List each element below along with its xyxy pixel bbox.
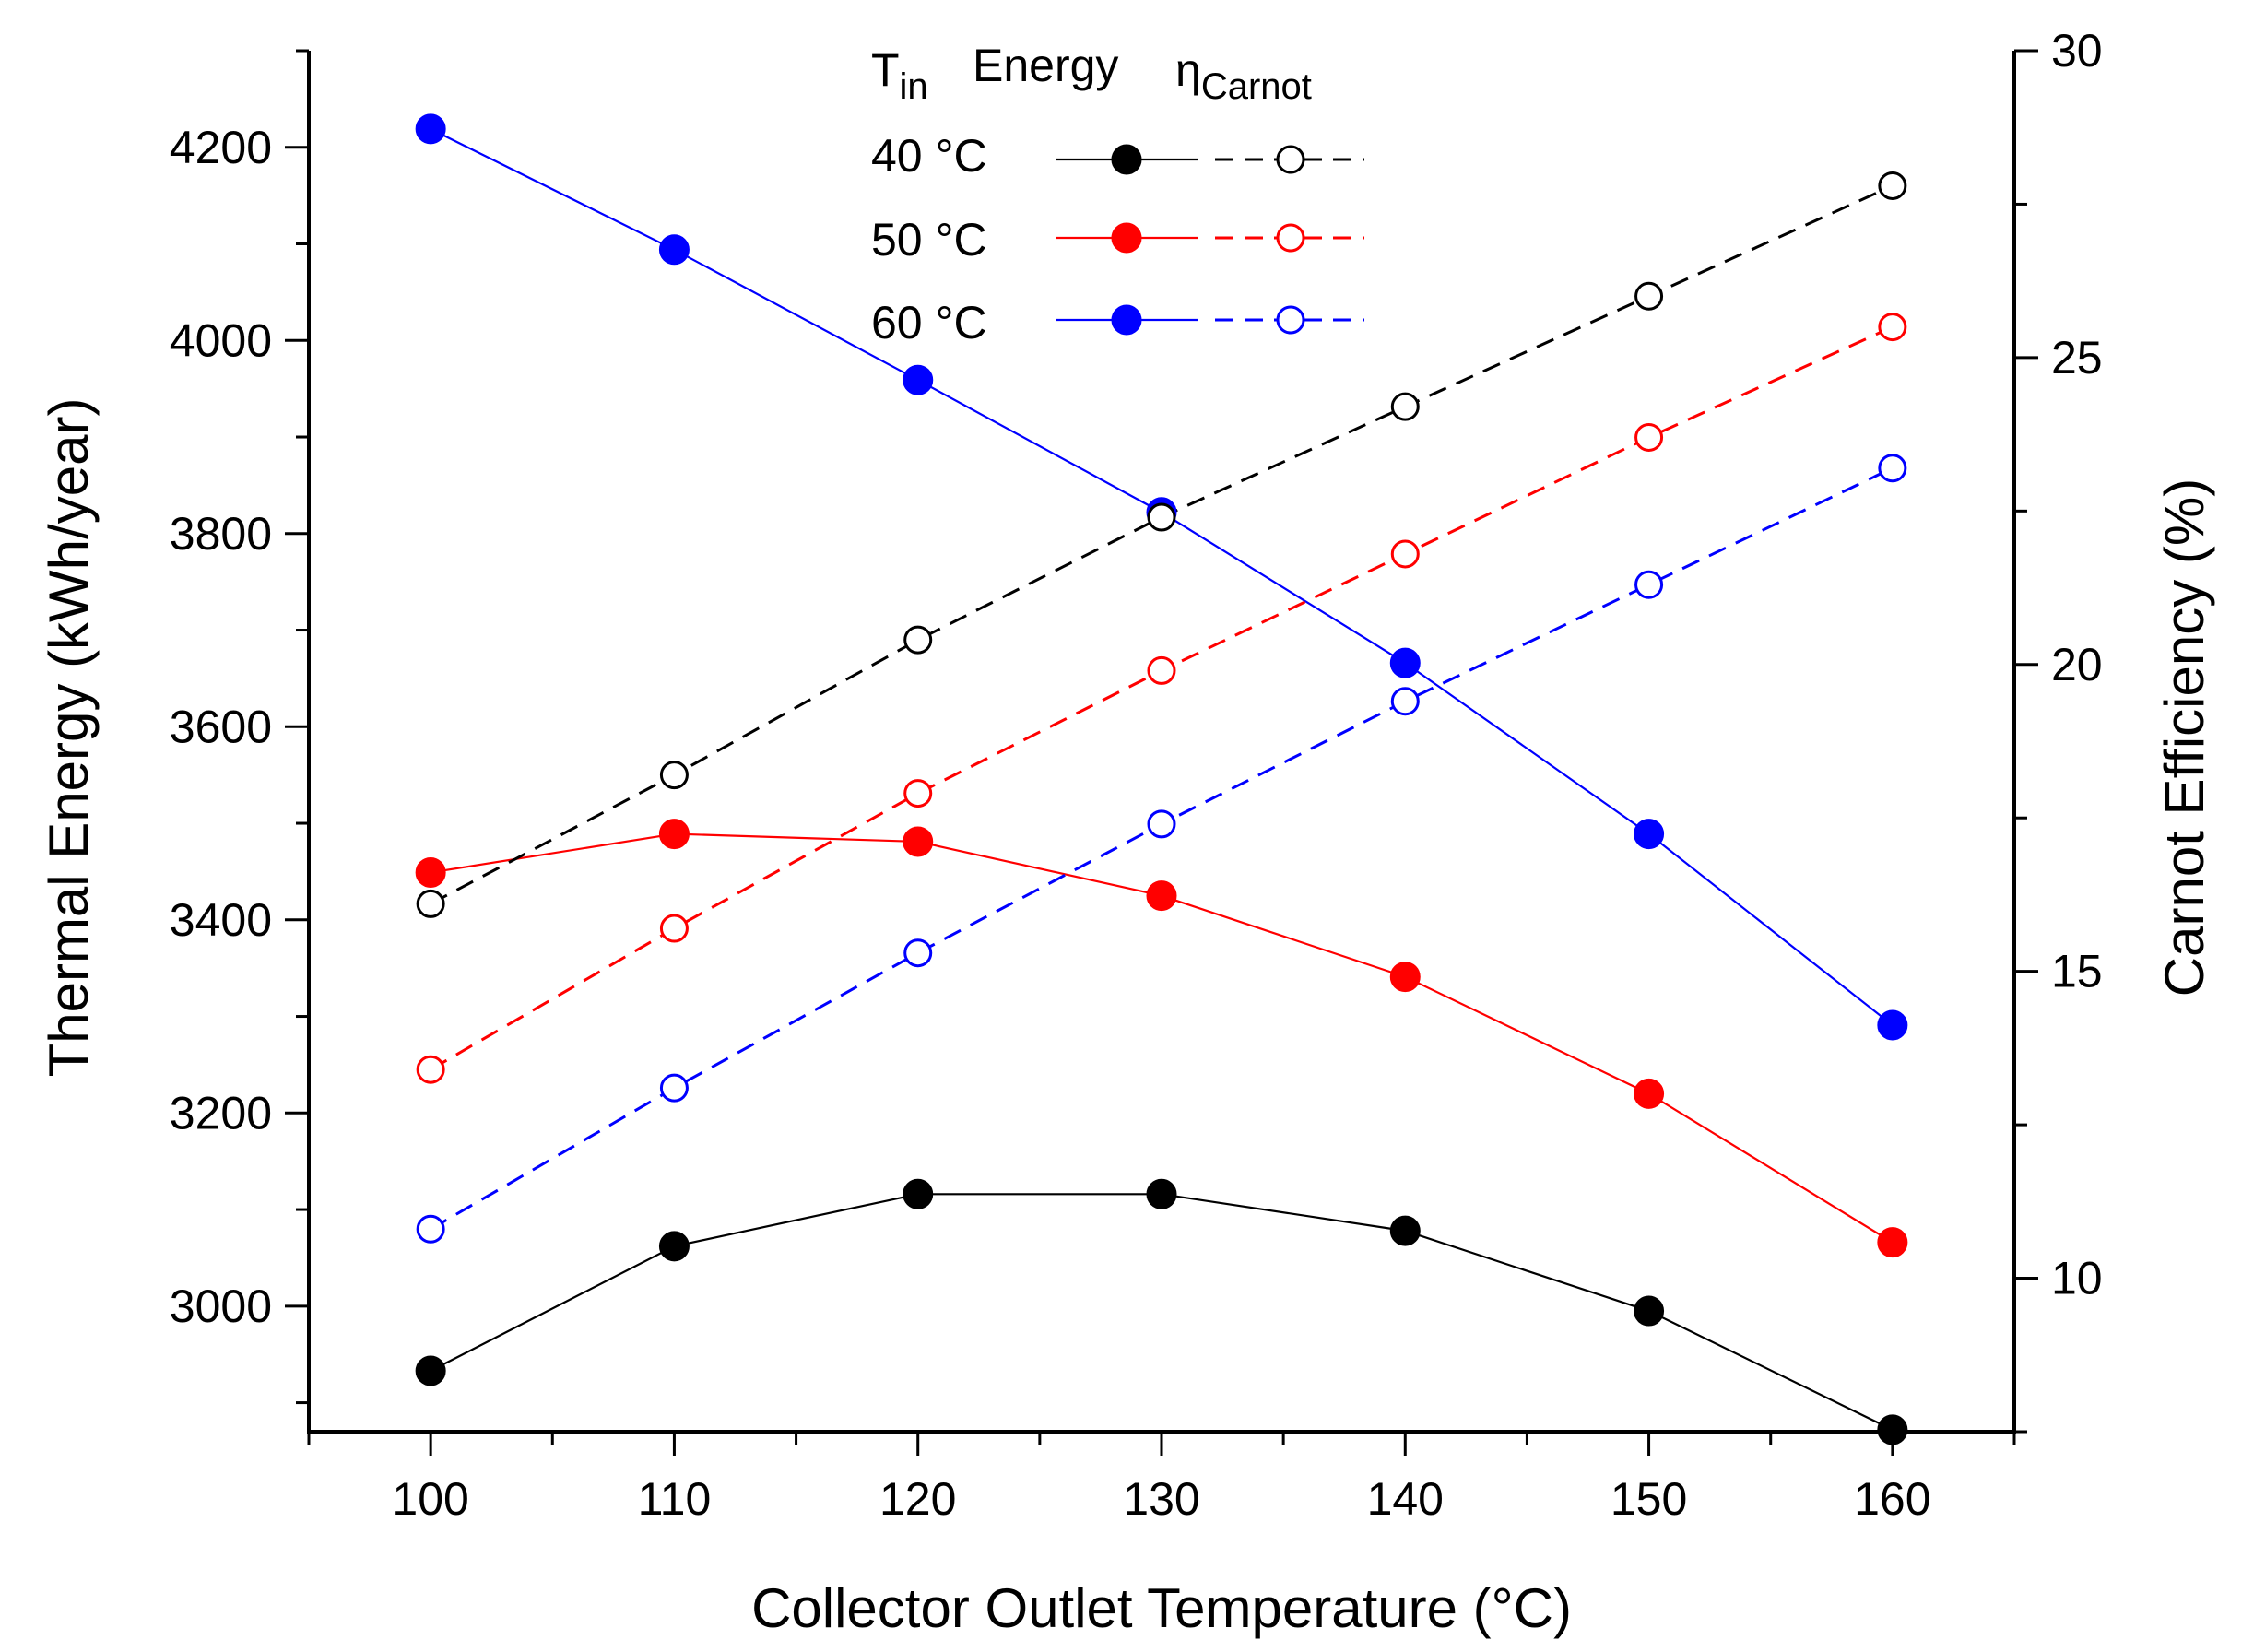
data-point-50-c-carnot <box>1390 539 1420 569</box>
legend-energy-marker <box>1111 144 1142 175</box>
data-point-50-c-carnot <box>1147 655 1176 685</box>
data-point-40-c-carnot <box>659 761 689 790</box>
legend: Tin Energy ηCarnot 40 °C 50 °C 60 °C <box>871 40 1364 348</box>
left-y-tick-label: 3000 <box>170 1280 272 1332</box>
right-y-tick-label: 10 <box>2051 1253 2103 1304</box>
legend-header-eta: ηCarnot <box>1175 44 1312 107</box>
left-y-axis-title: Thermal Energy (kWh/year) <box>38 398 100 1078</box>
data-point-50-c-energy <box>415 856 446 888</box>
legend-marks <box>1056 144 1364 336</box>
data-point-60-c-carnot <box>416 1214 445 1244</box>
legend-energy-marker <box>1111 304 1142 336</box>
data-point-40-c-carnot <box>1147 502 1176 532</box>
x-tick-label: 140 <box>1367 1473 1444 1525</box>
data-point-60-c-carnot <box>1147 809 1176 839</box>
left-y-tick-label: 3600 <box>170 701 272 752</box>
data-point-50-c-energy <box>1146 880 1177 912</box>
data-point-60-c-carnot <box>659 1073 689 1103</box>
legend-carnot-marker <box>1276 305 1305 335</box>
legend-header-energy: Energy <box>973 40 1118 91</box>
legend-carnot-marker <box>1276 145 1305 174</box>
left-y-tick-label: 3200 <box>170 1087 272 1139</box>
left-y-tick-label: 4200 <box>170 122 272 173</box>
x-tick-label: 110 <box>638 1473 712 1525</box>
data-point-40-c-energy <box>658 1231 690 1262</box>
data-point-40-c-energy <box>903 1178 934 1210</box>
legend-energy-marker <box>1111 222 1142 254</box>
data-point-60-c-energy <box>1389 647 1421 678</box>
right-y-tick-label: 25 <box>2051 332 2103 384</box>
axis-ticks: 100 110 120 130 140 150 160 3000 3200 3400 3600 380… <box>170 25 2103 1525</box>
data-point-60-c-energy <box>903 364 934 395</box>
data-point-50-c-energy <box>903 826 934 857</box>
x-tick-label: 120 <box>879 1473 956 1525</box>
data-point-60-c-energy <box>415 113 446 145</box>
series-line-60-c-carnot <box>430 466 1894 1231</box>
right-y-tick-label: 30 <box>2051 25 2103 77</box>
series-markers <box>415 113 1908 1446</box>
data-point-50-c-carnot <box>903 779 933 808</box>
data-point-50-c-energy <box>1877 1227 1908 1258</box>
right-y-axis-title: Carnot Efficiency (%) <box>2154 478 2215 997</box>
data-point-40-c-carnot <box>1634 281 1664 311</box>
x-tick-label: 100 <box>392 1473 468 1525</box>
legend-row-60c: 60 °C <box>871 297 987 348</box>
series-lines <box>430 127 1894 1431</box>
data-point-50-c-carnot <box>416 1055 445 1084</box>
legend-row-50c: 50 °C <box>871 214 987 266</box>
data-point-50-c-energy <box>658 819 690 850</box>
data-point-40-c-energy <box>1877 1414 1908 1446</box>
right-y-tick-label: 20 <box>2051 639 2103 690</box>
series-line-40-c-energy <box>430 1193 1894 1431</box>
x-tick-label: 130 <box>1123 1473 1199 1525</box>
data-point-40-c-carnot <box>1390 392 1420 421</box>
left-y-tick-label: 3400 <box>170 894 272 946</box>
data-point-40-c-energy <box>1634 1295 1665 1327</box>
data-point-60-c-carnot <box>1390 687 1420 716</box>
series-line-40-c-carnot <box>430 184 1894 905</box>
left-y-tick-label: 4000 <box>170 314 272 366</box>
data-point-60-c-energy <box>658 234 690 266</box>
data-point-60-c-carnot <box>1634 570 1664 599</box>
right-y-tick-label: 15 <box>2051 946 2103 997</box>
data-point-60-c-carnot <box>903 938 933 968</box>
data-point-50-c-carnot <box>1878 313 1907 342</box>
data-point-60-c-energy <box>1634 819 1665 850</box>
legend-header-tin: Tin <box>871 44 928 107</box>
axes-frame <box>307 51 2016 1434</box>
data-point-40-c-energy <box>415 1355 446 1386</box>
data-point-60-c-energy <box>1877 1009 1908 1041</box>
x-tick-label: 160 <box>1854 1473 1930 1525</box>
data-point-50-c-carnot <box>1634 422 1664 452</box>
left-y-tick-label: 3800 <box>170 508 272 560</box>
x-tick-label: 150 <box>1611 1473 1687 1525</box>
data-point-40-c-carnot <box>416 889 445 918</box>
x-axis-title: Collector Outlet Temperature (°C) <box>751 1577 1572 1639</box>
legend-carnot-marker <box>1276 223 1305 253</box>
series-line-50-c-carnot <box>430 325 1894 1071</box>
data-point-40-c-carnot <box>903 625 933 655</box>
legend-row-40c: 40 °C <box>871 130 987 182</box>
data-point-50-c-carnot <box>659 914 689 943</box>
data-point-40-c-carnot <box>1878 171 1907 200</box>
data-point-50-c-energy <box>1634 1078 1665 1109</box>
data-point-60-c-carnot <box>1878 454 1907 483</box>
data-point-50-c-energy <box>1389 962 1421 993</box>
data-point-40-c-energy <box>1389 1215 1421 1246</box>
data-point-40-c-energy <box>1146 1178 1177 1210</box>
